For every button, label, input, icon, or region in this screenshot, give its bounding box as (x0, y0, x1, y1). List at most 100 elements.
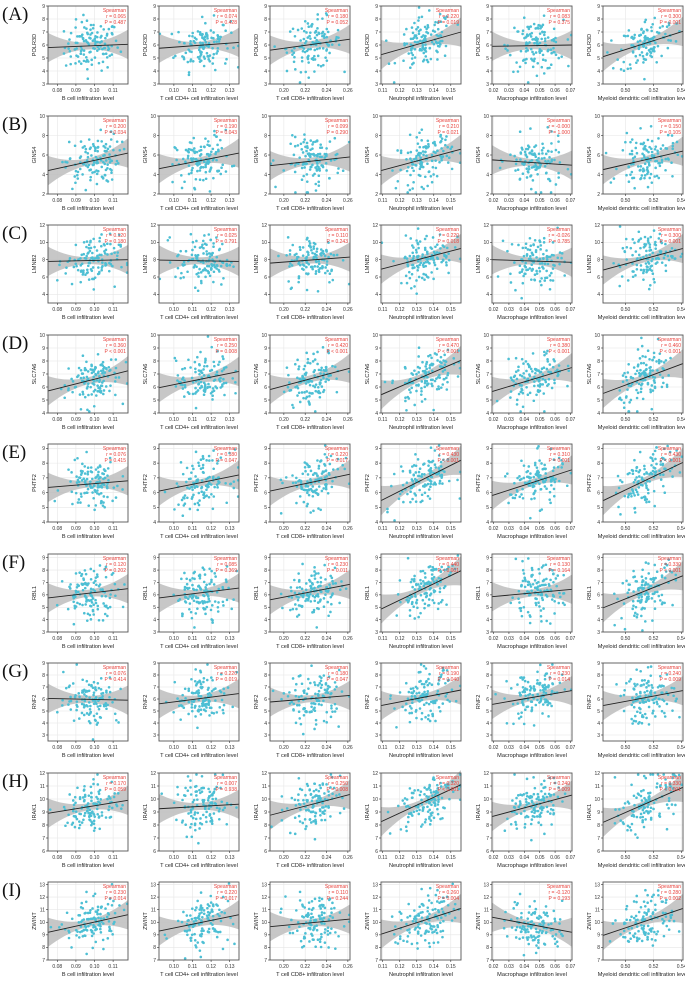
p-value: P < 0.001 (660, 458, 682, 464)
x-tick-label: 0.06 (550, 636, 560, 642)
y-tick-label: 6 (153, 384, 156, 390)
x-tick-label: 0.26 (343, 417, 353, 423)
x-tick-label: 0.08 (52, 636, 62, 642)
p-value: P = 0.202 (105, 568, 127, 574)
x-tick-label: 0.13 (412, 855, 422, 861)
y-tick-label: 6 (153, 848, 156, 854)
x-tick-label: 0.11 (188, 307, 198, 313)
y-tick-label: 5 (486, 605, 489, 611)
x-tick-label: 0.05 (535, 417, 545, 423)
x-tick-label: 0.10 (169, 526, 179, 532)
regression-line (602, 30, 684, 58)
y-tick-label: 8 (597, 461, 600, 467)
y-tick-label: 6 (264, 592, 267, 598)
scatter-panel-irak1-2: 6 7 8 9 10 11 12 0.20 0.22 0.24 0.26 T cell CD8+ in… (254, 770, 353, 868)
data-points (502, 892, 564, 957)
data-points (172, 564, 239, 629)
method-label: Spearman (214, 227, 237, 233)
y-tick-label: 6 (264, 697, 267, 703)
regression-line (602, 786, 684, 823)
y-tick-label: 7 (375, 580, 378, 586)
x-tick-label: 0.11 (188, 526, 198, 532)
x-tick-label: 0.09 (71, 88, 81, 94)
method-label: Spearman (214, 118, 237, 124)
y-tick-label: 4 (153, 410, 156, 416)
x-tick-label: 0.14 (429, 855, 439, 861)
y-tick-label: 3 (153, 82, 156, 88)
x-tick-label: 0.13 (412, 88, 422, 94)
y-tick-label: 11 (40, 907, 45, 913)
x-tick-label: 0.15 (446, 198, 456, 204)
x-tick-label: 0.03 (504, 307, 514, 313)
p-value: P < 0.001 (549, 349, 571, 355)
regression-line (491, 158, 573, 166)
y-tick-label: 8 (375, 461, 378, 467)
x-tick-label: 0.03 (504, 88, 514, 94)
y-tick-label: 13 (483, 882, 489, 888)
data-points (279, 890, 351, 950)
y-tick-label: 9 (597, 4, 600, 10)
x-tick-label: 0.02 (489, 526, 499, 532)
y-tick-label: 12 (594, 895, 600, 901)
x-tick-label: 0.22 (300, 198, 310, 204)
y-tick-label: 4 (597, 292, 600, 298)
y-tick-label: 7 (153, 371, 156, 377)
x-tick-label: 0.52 (649, 307, 659, 313)
y-tick-label: 7 (597, 580, 600, 586)
data-points (618, 336, 672, 413)
y-tick-label: 9 (486, 933, 489, 939)
x-axis-label: T cell CD4+ cell infiltration level (160, 315, 238, 321)
x-tick-label: 0.12 (395, 307, 405, 313)
y-tick-label: 6 (264, 848, 267, 854)
y-tick-label: 12 (372, 223, 378, 229)
y-tick-label: 7 (597, 958, 600, 964)
regression-line (602, 150, 684, 170)
x-tick-label: 0.11 (108, 307, 118, 313)
x-axis-label: Macrophage infiltration level (497, 644, 567, 650)
x-tick-label: 0.10 (90, 417, 100, 423)
y-tick-label: 4 (375, 410, 378, 416)
y-tick-label: 8 (597, 822, 600, 828)
data-points (56, 663, 122, 741)
regression-line (47, 697, 129, 701)
regression-line (380, 569, 462, 610)
p-value: P = 0.001 (549, 458, 571, 464)
y-tick-label: 10 (150, 796, 156, 802)
p-value: P = 0.290 (327, 130, 349, 136)
scatter-panel-rbl1-1: 3 4 5 6 7 8 9 0.10 0.11 0.12 0.13 T cell CD4+ cell … (143, 553, 240, 650)
x-tick-label: 0.20 (279, 198, 289, 204)
p-value: P = 0.043 (216, 130, 238, 136)
y-tick-label: 12 (483, 895, 489, 901)
y-tick-label: 6 (42, 152, 45, 158)
y-tick-label: 9 (264, 555, 267, 561)
x-tick-label: 0.13 (412, 417, 422, 423)
y-tick-label: 6 (264, 490, 267, 496)
plot-frame (158, 224, 240, 304)
y-tick-label: 3 (42, 733, 45, 739)
y-tick-label: 4 (486, 292, 489, 298)
y-tick-label: 8 (375, 567, 378, 573)
scatter-panel-rnf2-2: 3 4 5 6 7 8 9 0.20 0.22 0.24 0.26 T cell CD8+ infil… (254, 661, 353, 759)
r-value: r = 0.120 (106, 233, 126, 239)
regression-line (158, 693, 240, 705)
regression-line (158, 152, 240, 169)
y-tick-label: 5 (42, 505, 45, 511)
data-points (503, 772, 567, 841)
y-tick-label: 10 (594, 796, 600, 802)
x-tick-label: 0.06 (550, 526, 560, 532)
x-tick-label: 0.10 (169, 855, 179, 861)
x-tick-label: 0.24 (322, 526, 332, 532)
x-tick-label: 0.11 (188, 417, 198, 423)
y-tick-label: 6 (153, 592, 156, 598)
method-label: Spearman (547, 337, 570, 343)
x-tick-label: 0.26 (343, 636, 353, 642)
method-label: Spearman (325, 884, 348, 890)
method-label: Spearman (658, 775, 681, 781)
x-tick-label: 0.52 (649, 745, 659, 751)
p-value: P = 0.193 (549, 896, 571, 902)
y-tick-label: 4 (42, 721, 45, 727)
x-tick-label: 0.54 (677, 307, 685, 313)
y-tick-label: 6 (486, 848, 489, 854)
y-tick-label: 4 (486, 69, 489, 75)
y-tick-label: 7 (597, 685, 600, 691)
